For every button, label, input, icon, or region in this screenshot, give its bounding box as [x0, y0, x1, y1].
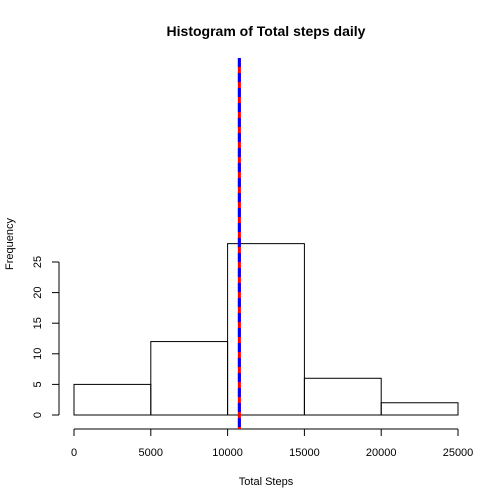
y-tick-label-0: 0 [32, 412, 44, 418]
x-tick-label-4: 20000 [366, 447, 397, 459]
chart-title: Histogram of Total steps daily [167, 23, 366, 39]
x-axis: 0 5000 10000 15000 20000 25000 [71, 428, 474, 459]
y-axis: 0 5 10 15 20 25 [32, 256, 60, 418]
y-tick-label-4: 20 [32, 286, 44, 298]
y-tick-label-5: 25 [32, 256, 44, 268]
y-axis-label: Frequency [4, 218, 16, 270]
bars-group [73, 243, 459, 416]
y-tick-label-2: 10 [32, 348, 44, 360]
x-tick-label-2: 10000 [212, 447, 243, 459]
histogram-bar-2 [227, 243, 305, 416]
x-tick-label-1: 5000 [139, 447, 163, 459]
histogram-bar-1 [150, 341, 229, 416]
histogram-bar-3 [303, 377, 382, 416]
histogram-bar-4 [380, 402, 459, 416]
y-tick-label-1: 5 [32, 381, 44, 387]
histogram-bar-0 [73, 383, 152, 416]
x-tick-label-5: 25000 [443, 447, 474, 459]
x-tick-label-0: 0 [71, 447, 77, 459]
x-axis-label: Total Steps [239, 476, 294, 488]
x-tick-label-3: 15000 [289, 447, 320, 459]
y-tick-label-3: 15 [32, 317, 44, 329]
